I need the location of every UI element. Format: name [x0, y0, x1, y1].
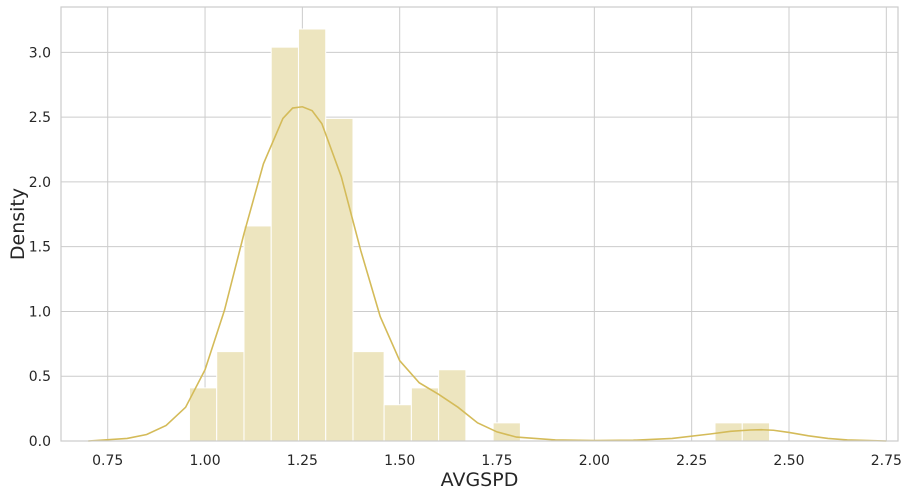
histogram-bar — [410, 387, 440, 442]
x-axis-label: AVGSPD — [441, 469, 519, 491]
x-tick-label: 0.75 — [92, 453, 123, 469]
histogram-bar — [243, 225, 272, 442]
y-tick-label: 0.5 — [29, 369, 51, 385]
histogram-bar — [216, 351, 245, 442]
y-tick-label: 3.0 — [29, 45, 51, 61]
x-tick-label: 1.50 — [384, 453, 415, 469]
y-tick-label: 1.0 — [29, 304, 51, 320]
y-tick-label: 2.0 — [29, 175, 51, 191]
x-tick-label: 1.00 — [189, 453, 220, 469]
x-tick-label: 2.00 — [579, 453, 610, 469]
plot-frame — [60, 6, 899, 442]
kde-curve — [88, 105, 887, 442]
histogram-bars — [188, 28, 771, 442]
histogram-bar — [438, 369, 467, 442]
y-axis-label: Density — [7, 188, 29, 260]
x-tick-label: 1.25 — [287, 453, 318, 469]
y-tick-label: 1.5 — [29, 240, 51, 256]
histogram-bar — [270, 46, 299, 442]
x-tick-label: 2.25 — [676, 453, 707, 469]
histogram-bar — [297, 28, 327, 442]
x-tick-label: 2.50 — [773, 453, 804, 469]
histogram-bar — [352, 351, 385, 442]
histogram-bar — [741, 422, 771, 442]
x-tick-label: 1.75 — [481, 453, 512, 469]
y-axis-ticks: 0.0 0.5 1.0 1.5 2.0 2.5 3.0 — [29, 45, 51, 450]
histogram-bar — [188, 387, 218, 442]
x-tick-label: 2.75 — [871, 453, 902, 469]
histogram-bar — [383, 404, 412, 442]
y-tick-label: 0.0 — [29, 434, 51, 450]
histogram-bar — [325, 117, 354, 442]
x-axis-ticks: 0.75 1.00 1.25 1.50 1.75 2.00 2.25 2.50 2.75 — [92, 453, 902, 469]
y-tick-label: 2.5 — [29, 110, 51, 126]
